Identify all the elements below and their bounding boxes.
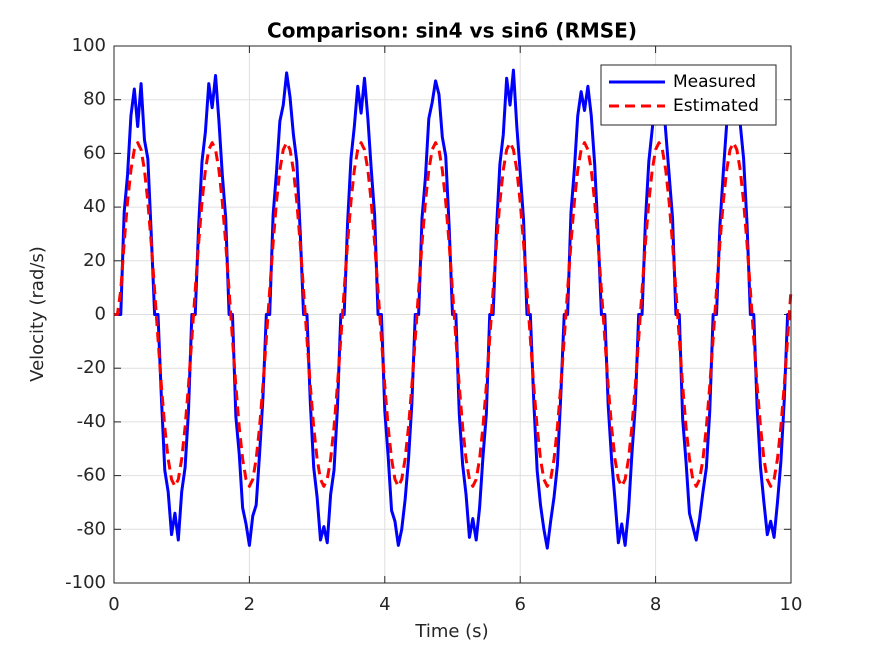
legend-label: Measured [673, 72, 756, 92]
x-tick-label: 8 [650, 594, 661, 615]
y-tick-label: -60 [77, 465, 106, 486]
y-tick-label: 100 [72, 35, 106, 56]
y-axis-label: Velocity (rad/s) [27, 246, 48, 382]
legend-label: Estimated [673, 96, 759, 116]
y-tick-label: -100 [65, 572, 106, 593]
y-tick-label: -80 [77, 518, 106, 539]
axes-box [113, 45, 792, 584]
x-tick-label: 0 [108, 594, 119, 615]
x-tick-label: 4 [379, 594, 390, 615]
x-tick-label: 10 [780, 594, 803, 615]
y-tick-label: 60 [83, 142, 106, 163]
y-tick-label: 20 [83, 250, 106, 271]
y-tick-label: -40 [77, 411, 106, 432]
y-tick-label: 80 [83, 89, 106, 110]
y-tick-label: -20 [77, 357, 106, 378]
x-tick-label: 6 [514, 594, 525, 615]
chart-title: Comparison: sin4 vs sin6 (RMSE) [267, 19, 637, 43]
x-tick-label: 2 [244, 594, 255, 615]
y-tick-label: 0 [95, 304, 106, 325]
y-tick-label: 40 [83, 196, 106, 217]
x-axis-label: Time (s) [414, 621, 488, 642]
legend-box [600, 64, 777, 126]
